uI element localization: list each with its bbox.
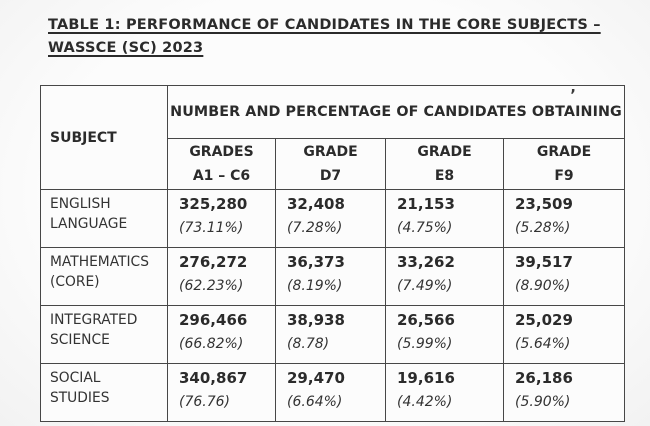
candidate-count: 33,262: [397, 253, 455, 271]
table-row-integrated-science: INTEGRATED SCIENCE 296,466 (66.82%) 38,9…: [40, 305, 626, 364]
candidate-count: 26,186: [515, 369, 573, 387]
candidate-percentage: (8.90%): [515, 278, 571, 294]
candidate-count: 38,938: [287, 311, 345, 329]
grade-header-line2: D7: [319, 168, 342, 184]
grade-header-line2: A1 – C6: [192, 168, 251, 184]
subject-cell: SOCIAL STUDIES: [40, 363, 168, 422]
candidate-count: 29,470: [287, 369, 345, 387]
data-cell: 296,466 (66.82%): [167, 305, 276, 364]
subject-cell: ENGLISH LANGUAGE: [40, 189, 168, 248]
grade-header-line1: GRADE: [303, 144, 358, 160]
candidate-count: 25,029: [515, 311, 573, 329]
results-table: SUBJECT ’ NUMBER AND PERCENTAGE OF CANDI…: [40, 85, 626, 422]
candidate-percentage: (5.64%): [515, 336, 571, 352]
candidate-count: 23,509: [515, 195, 573, 213]
column-header-group: ’ NUMBER AND PERCENTAGE OF CANDIDATES OB…: [166, 85, 626, 139]
data-cell: 340,867 (76.76): [167, 363, 276, 422]
data-cell: 32,408 (7.28%): [275, 189, 386, 248]
grade-header-line1: GRADE: [536, 144, 592, 160]
table-title-line1: TABLE 1: PERFORMANCE OF CANDIDATES IN TH…: [48, 17, 601, 33]
candidate-percentage: (7.49%): [397, 278, 453, 294]
column-header-grade-d7: GRADE D7: [275, 138, 386, 190]
candidate-count: 32,408: [287, 195, 345, 213]
data-cell: 26,186 (5.90%): [502, 363, 626, 422]
candidate-percentage: (62.23%): [179, 278, 244, 294]
data-cell: 325,280 (73.11%): [167, 189, 276, 248]
candidate-percentage: (73.11%): [179, 220, 244, 236]
table-row-mathematics-core: MATHEMATICS (CORE) 276,272 (62.23%) 36,3…: [40, 247, 626, 306]
table-row-english-language: ENGLISH LANGUAGE 325,280 (73.11%) 32,408…: [40, 189, 626, 248]
header-row-grades: GRADES A1 – C6 GRADE D7 GRADE E8 GRADE F…: [41, 138, 626, 190]
grade-header-line2: F9: [554, 168, 574, 184]
grade-header-line1: GRADE: [417, 144, 472, 160]
candidate-count: 296,466: [179, 311, 248, 329]
grade-header-line1: GRADES: [189, 144, 254, 160]
candidate-count: 39,517: [515, 253, 573, 271]
candidate-percentage: (66.82%): [179, 336, 244, 352]
candidate-percentage: (7.28%): [287, 220, 343, 236]
table-title: TABLE 1: PERFORMANCE OF CANDIDATES IN TH…: [48, 14, 608, 60]
data-cell: 38,938 (8.78): [275, 305, 386, 364]
table-row-social-studies: SOCIAL STUDIES 340,867 (76.76) 29,470 (6…: [40, 363, 626, 422]
column-header-grades-a1-c6: GRADES A1 – C6: [167, 138, 276, 190]
data-cell: 276,272 (62.23%): [167, 247, 276, 306]
candidate-percentage: (5.99%): [397, 336, 453, 352]
data-cell: 23,509 (5.28%): [502, 189, 626, 248]
data-cell: 39,517 (8.90%): [502, 247, 626, 306]
header-row-group: SUBJECT ’ NUMBER AND PERCENTAGE OF CANDI…: [40, 85, 626, 190]
stray-apostrophe-mark: ’: [570, 86, 577, 104]
subject-cell: INTEGRATED SCIENCE: [40, 305, 168, 364]
table-title-line2: WASSCE (SC) 2023: [48, 40, 204, 56]
subject-cell: MATHEMATICS (CORE): [40, 247, 168, 306]
column-header-grade-f9: GRADE F9: [502, 138, 626, 190]
candidate-percentage: (76.76): [179, 394, 231, 410]
candidate-percentage: (8.78): [287, 336, 330, 352]
candidate-count: 21,153: [397, 195, 455, 213]
candidate-percentage: (5.28%): [515, 220, 571, 236]
column-header-subject: SUBJECT: [40, 85, 168, 190]
data-cell: 25,029 (5.64%): [502, 305, 626, 364]
column-header-group-label: NUMBER AND PERCENTAGE OF CANDIDATES OBTA…: [170, 104, 622, 120]
data-cell: 26,566 (5.99%): [385, 305, 504, 364]
data-cell: 19,616 (4.42%): [385, 363, 504, 422]
candidate-percentage: (8.19%): [287, 278, 343, 294]
candidate-count: 26,566: [397, 311, 455, 329]
candidate-count: 325,280: [179, 195, 248, 213]
data-cell: 33,262 (7.49%): [385, 247, 504, 306]
candidate-percentage: (6.64%): [287, 394, 343, 410]
candidate-percentage: (4.42%): [397, 394, 453, 410]
candidate-count: 36,373: [287, 253, 345, 271]
candidate-count: 340,867: [179, 369, 248, 387]
data-cell: 21,153 (4.75%): [385, 189, 504, 248]
candidate-percentage: (4.75%): [397, 220, 453, 236]
grade-header-line2: E8: [434, 168, 455, 184]
column-header-grade-e8: GRADE E8: [385, 138, 504, 190]
candidate-count: 276,272: [179, 253, 248, 271]
data-cell: 29,470 (6.64%): [275, 363, 386, 422]
candidate-count: 19,616: [397, 369, 455, 387]
candidate-percentage: (5.90%): [515, 394, 571, 410]
data-cell: 36,373 (8.19%): [275, 247, 386, 306]
